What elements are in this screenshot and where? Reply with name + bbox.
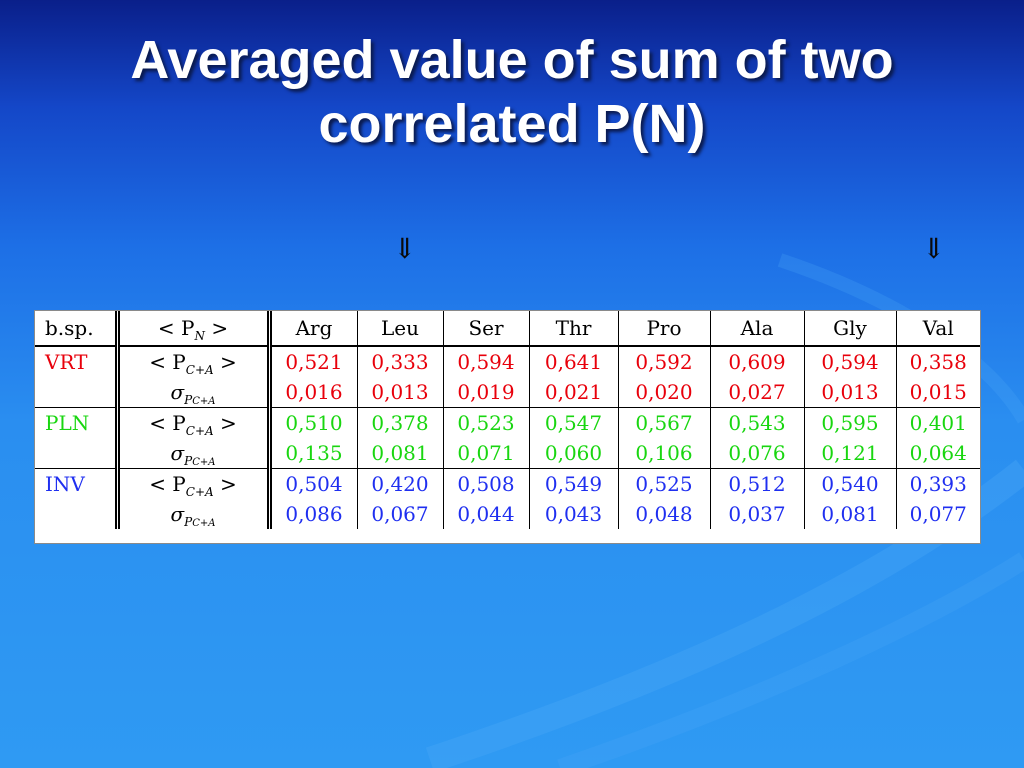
header-col: Leu [356, 311, 443, 347]
table-cell: 0,592 [617, 345, 710, 377]
species-label: VRT [35, 345, 117, 377]
header-col: Thr [528, 311, 618, 347]
table-cell: 0,013 [356, 377, 443, 408]
table-cell: 0,043 [528, 499, 618, 529]
table-cell: 0,549 [528, 468, 618, 499]
table-cell: 0,135 [266, 438, 357, 469]
table-row-pln-mean: PLN < PC+A > 0,510 0,378 0,523 0,547 0,5… [35, 407, 980, 438]
table-header-row: b.sp. < PN > Arg Leu Ser Thr Pro Ala Gly… [35, 311, 980, 347]
table-row-vrt-sigma: σPC+A 0,016 0,013 0,019 0,021 0,020 0,02… [35, 377, 980, 408]
table-cell: 0,021 [528, 377, 618, 408]
data-table: b.sp. < PN > Arg Leu Ser Thr Pro Ala Gly… [35, 311, 980, 529]
table-cell: 0,071 [442, 438, 529, 469]
table-cell: 0,076 [709, 438, 804, 469]
table-cell: 0,121 [803, 438, 896, 469]
table-cell: 0,594 [803, 345, 896, 377]
table-cell: 0,060 [528, 438, 618, 469]
slide-title: Averaged value of sum of two correlated … [0, 28, 1024, 156]
header-col: Val [895, 311, 980, 347]
table-cell: 0,015 [895, 377, 980, 408]
sigma-label: σPC+A [114, 499, 269, 529]
table-cell: 0,358 [895, 345, 980, 377]
species-label: INV [35, 468, 117, 499]
table-cell: 0,609 [709, 345, 804, 377]
species-label: PLN [35, 407, 117, 438]
table-cell: 0,420 [356, 468, 443, 499]
table-cell: 0,512 [709, 468, 804, 499]
table-cell: 0,567 [617, 407, 710, 438]
mean-label: < PC+A > [114, 345, 269, 377]
table-cell: 0,525 [617, 468, 710, 499]
table-row-pln-sigma: σPC+A 0,135 0,081 0,071 0,060 0,106 0,07… [35, 438, 980, 469]
table-cell: 0,027 [709, 377, 804, 408]
sigma-label: σPC+A [114, 377, 269, 408]
table-cell: 0,016 [266, 377, 357, 408]
header-col: Gly [803, 311, 896, 347]
table-cell: 0,037 [709, 499, 804, 529]
mean-label: < PC+A > [114, 468, 269, 499]
header-col: Ala [709, 311, 804, 347]
data-table-container: b.sp. < PN > Arg Leu Ser Thr Pro Ala Gly… [34, 310, 981, 544]
table-cell: 0,504 [266, 468, 357, 499]
table-cell: 0,523 [442, 407, 529, 438]
header-col: Ser [442, 311, 529, 347]
double-down-arrow-icon: ⇓ [393, 232, 417, 265]
table-cell: 0,013 [803, 377, 896, 408]
table-cell: 0,401 [895, 407, 980, 438]
table-cell: 0,067 [356, 499, 443, 529]
table-cell: 0,048 [617, 499, 710, 529]
table-cell: 0,594 [442, 345, 529, 377]
table-cell: 0,333 [356, 345, 443, 377]
table-cell: 0,595 [803, 407, 896, 438]
table-cell: 0,086 [266, 499, 357, 529]
table-cell: 0,044 [442, 499, 529, 529]
title-line-1: Averaged value of sum of two [130, 30, 894, 90]
mean-label: < PC+A > [114, 407, 269, 438]
table-cell: 0,543 [709, 407, 804, 438]
header-col: Pro [617, 311, 710, 347]
species-spacer [35, 438, 117, 469]
sigma-label: σPC+A [114, 438, 269, 469]
species-spacer [35, 377, 117, 408]
table-cell: 0,641 [528, 345, 618, 377]
header-stat: < PN > [114, 311, 269, 347]
table-cell: 0,510 [266, 407, 357, 438]
table-row-inv-mean: INV < PC+A > 0,504 0,420 0,508 0,549 0,5… [35, 468, 980, 499]
table-cell: 0,378 [356, 407, 443, 438]
table-row-vrt-mean: VRT < PC+A > 0,521 0,333 0,594 0,641 0,5… [35, 345, 980, 377]
table-cell: 0,547 [528, 407, 618, 438]
table-cell: 0,064 [895, 438, 980, 469]
table-cell: 0,081 [803, 499, 896, 529]
table-cell: 0,020 [617, 377, 710, 408]
table-cell: 0,521 [266, 345, 357, 377]
table-cell: 0,077 [895, 499, 980, 529]
table-cell: 0,540 [803, 468, 896, 499]
header-species: b.sp. [35, 311, 117, 347]
table-cell: 0,508 [442, 468, 529, 499]
table-cell: 0,019 [442, 377, 529, 408]
table-cell: 0,106 [617, 438, 710, 469]
table-row-inv-sigma: σPC+A 0,086 0,067 0,044 0,043 0,048 0,03… [35, 499, 980, 529]
title-line-2: correlated P(N) [318, 94, 706, 154]
double-down-arrow-icon: ⇓ [922, 232, 946, 265]
header-col: Arg [266, 311, 357, 347]
table-cell: 0,081 [356, 438, 443, 469]
table-cell: 0,393 [895, 468, 980, 499]
species-spacer [35, 499, 117, 529]
